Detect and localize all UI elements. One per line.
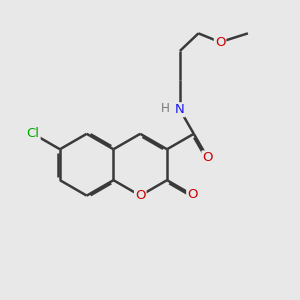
Text: O: O xyxy=(135,189,146,202)
Text: N: N xyxy=(175,103,185,116)
Text: O: O xyxy=(215,36,225,49)
Text: O: O xyxy=(202,152,213,164)
Text: H: H xyxy=(161,102,170,115)
Text: O: O xyxy=(187,188,198,201)
Text: Cl: Cl xyxy=(27,127,40,140)
